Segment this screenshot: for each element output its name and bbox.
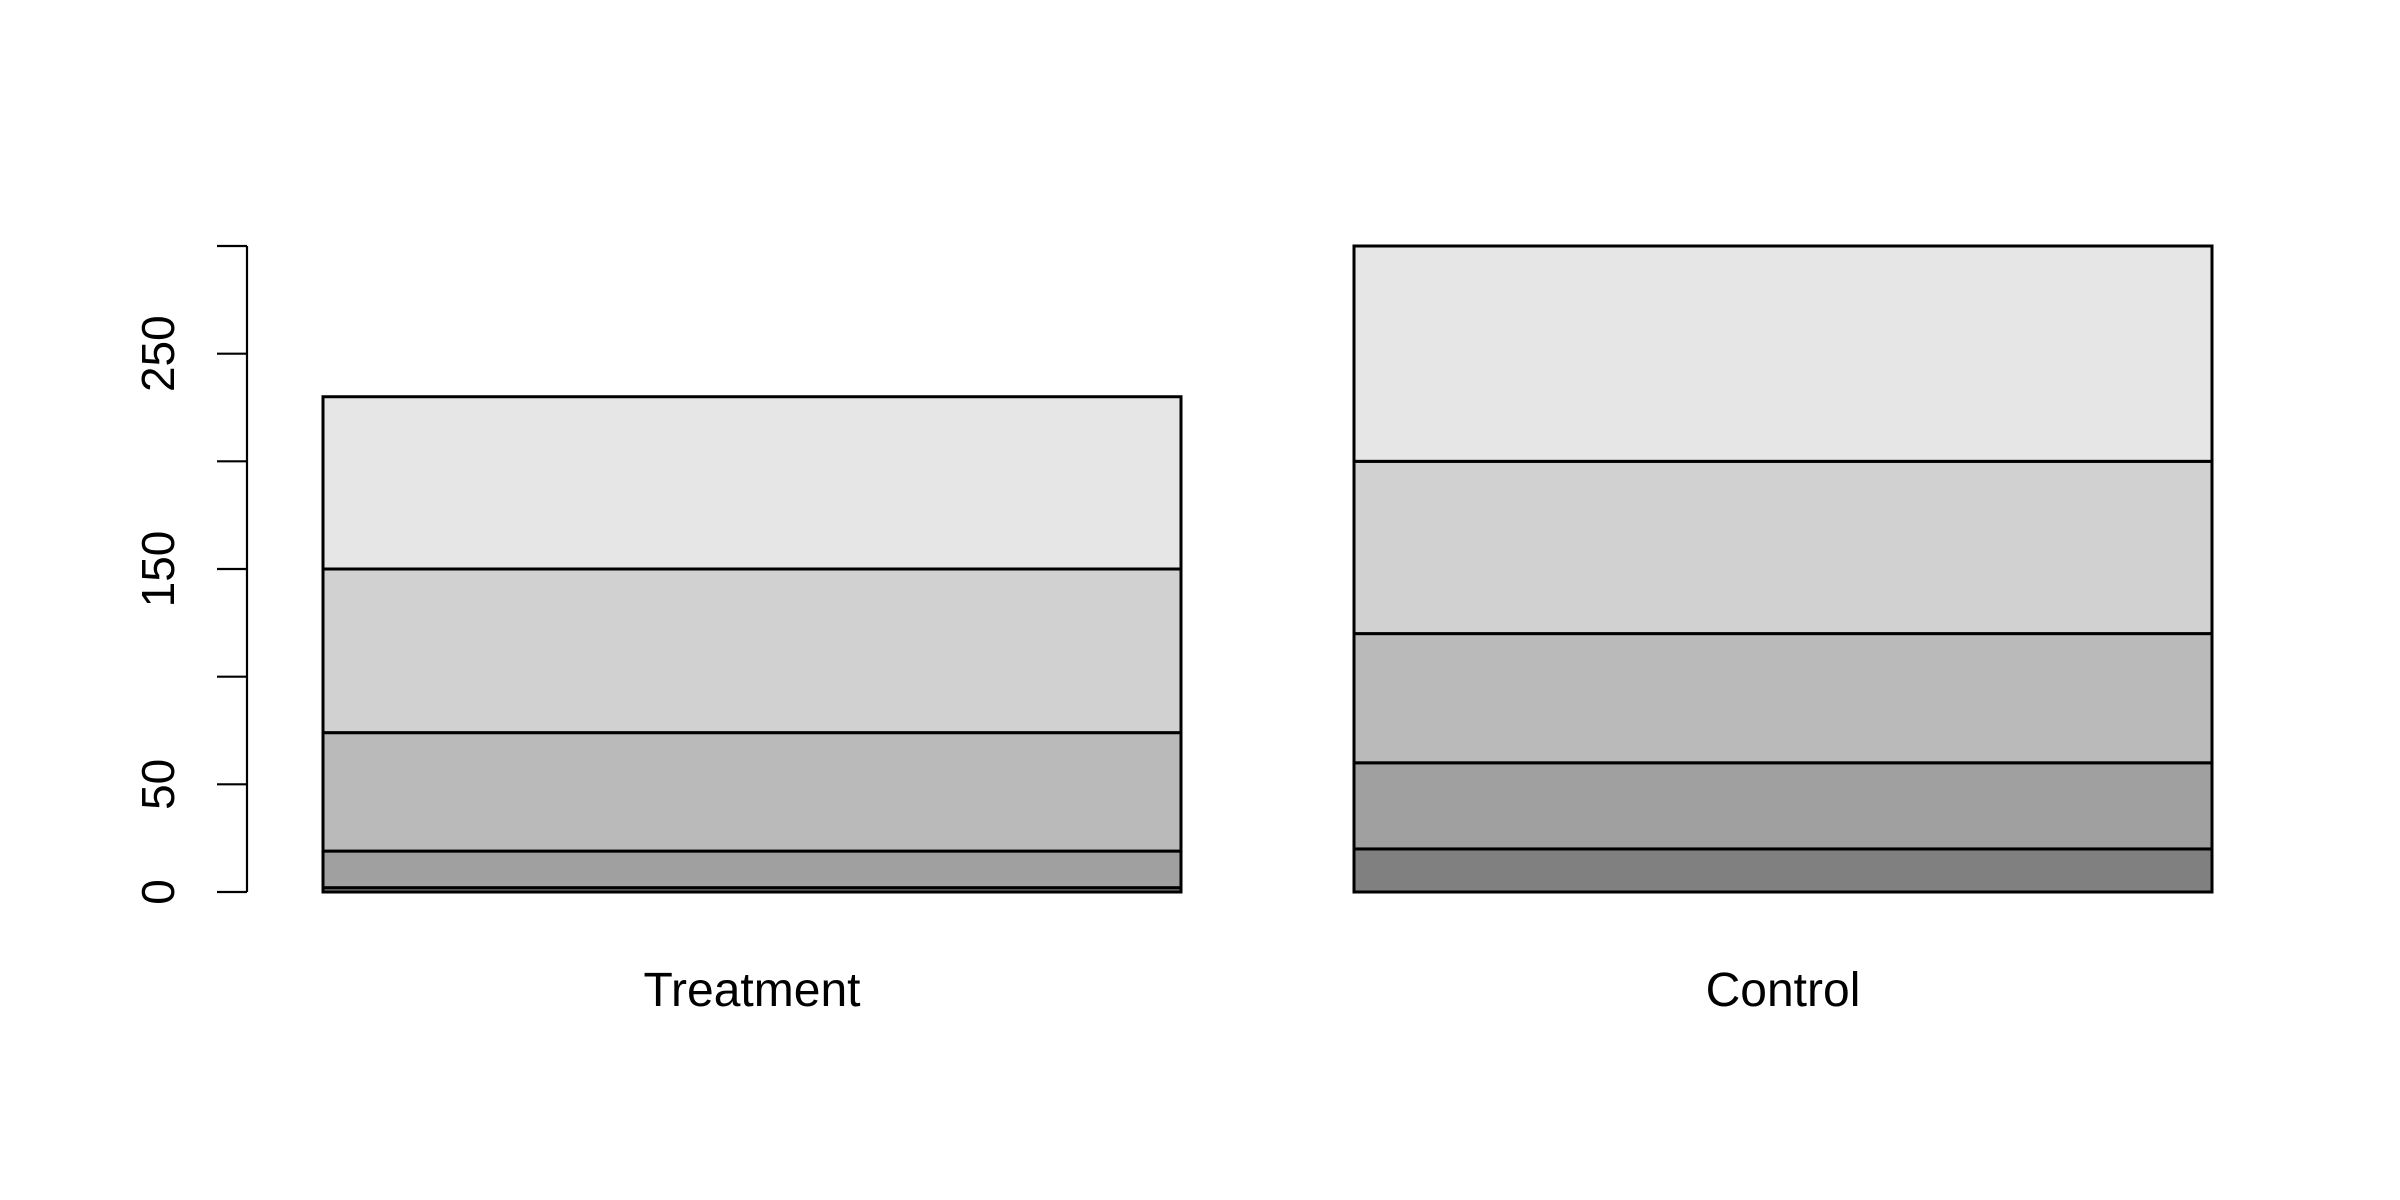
y-tick-label-250: 250 [132,315,184,392]
bar-control-segment-1 [1352,847,2214,894]
bar-control-segment-4 [1352,459,2214,636]
bar-treatment-segment-5 [321,395,1183,571]
category-label-control: Control [1706,964,1861,1017]
bar-treatment-segment-2 [321,849,1183,890]
bar-treatment-segment-4 [321,567,1183,735]
bars-group [321,244,2214,894]
y-tick-label-50: 50 [132,759,184,810]
bar-control-segment-5 [1352,244,2214,463]
y-ticks: 0 50 150 250 [132,244,247,905]
y-tick-label-150: 150 [132,531,184,608]
y-axis: 0 50 150 250 [132,244,249,905]
bar-treatment-segment-3 [321,731,1183,853]
y-tick-label-0: 0 [132,879,184,905]
bar-control-segment-2 [1352,761,2214,851]
category-labels: Treatment Control [644,964,1861,1017]
bar-control-segment-3 [1352,632,2214,765]
category-label-treatment: Treatment [644,964,861,1017]
